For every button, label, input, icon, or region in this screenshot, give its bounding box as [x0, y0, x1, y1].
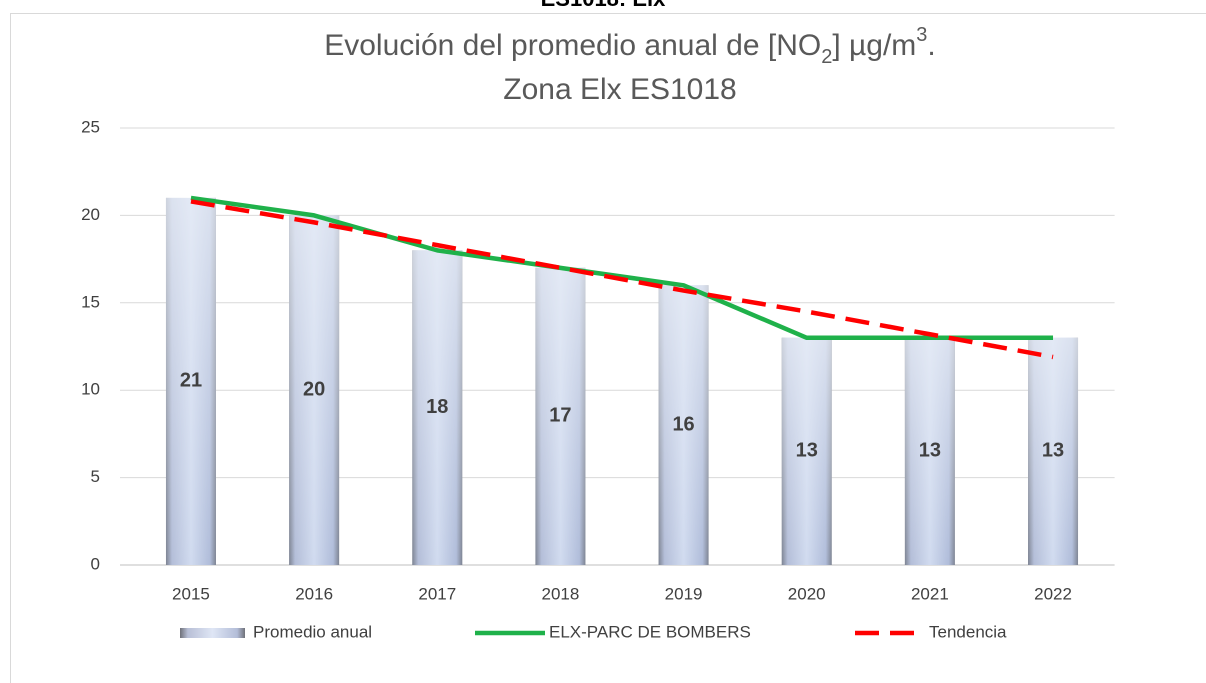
y-tick-label: 25 — [81, 117, 100, 136]
x-tick-label: 2015 — [172, 584, 210, 603]
chart-title: Evolución del promedio anual de [NO2] µg… — [324, 24, 936, 68]
title-part: Evolución del promedio anual de [NO — [324, 29, 821, 62]
x-tick-label: 2016 — [295, 584, 333, 603]
data-label: 13 — [919, 440, 941, 462]
bar-shade — [289, 215, 340, 565]
bar-tint — [658, 285, 709, 565]
chart-title: Zona Elx ES1018 — [503, 73, 736, 106]
x-tick-label: 2018 — [542, 584, 580, 603]
bar-shade — [535, 267, 586, 565]
line — [190, 195, 1054, 341]
bar-tint — [412, 250, 463, 566]
bar-tint — [289, 215, 340, 565]
y-tick-label: 20 — [81, 205, 100, 224]
chart-border — [10, 13, 1206, 683]
y-tick-label: 15 — [81, 292, 100, 311]
bar-shade — [904, 337, 955, 565]
bar-tint — [904, 337, 955, 565]
bar-shade — [412, 250, 463, 566]
x-tick-label: 2017 — [418, 584, 456, 603]
title-part: 2 — [821, 46, 832, 68]
bar-shade — [165, 197, 216, 566]
legend-label: Promedio anual — [253, 622, 372, 641]
bar-shade — [781, 337, 832, 565]
bar-tint — [535, 267, 586, 565]
data-label: 13 — [796, 440, 818, 462]
data-label: 16 — [672, 413, 694, 435]
x-tick-label: 2021 — [911, 584, 949, 603]
data-label: 21 — [180, 370, 202, 392]
header: ES1018: Elx — [541, 0, 667, 11]
x-tick-label: 2022 — [1034, 584, 1072, 603]
data-label: 20 — [303, 378, 325, 400]
title-part: 3 — [916, 24, 927, 46]
legend-swatch — [180, 628, 245, 638]
y-tick-label: 5 — [91, 467, 100, 486]
bar-tint — [165, 197, 216, 566]
bar-tint — [1028, 337, 1079, 565]
bar-tint — [781, 337, 832, 565]
y-tick-label: 10 — [81, 380, 100, 399]
bar-shade — [1028, 337, 1079, 565]
data-label: 17 — [549, 405, 571, 427]
x-tick-label: 2020 — [788, 584, 826, 603]
line — [190, 199, 1054, 360]
bar-shade — [658, 285, 709, 565]
x-tick-label: 2019 — [665, 584, 703, 603]
legend-label: ELX-PARC DE BOMBERS — [549, 622, 751, 641]
data-label: 13 — [1042, 440, 1064, 462]
data-label: 18 — [426, 396, 448, 418]
title-part: ] µg/m — [832, 29, 916, 62]
legend-label: Tendencia — [929, 622, 1007, 641]
y-tick-label: 0 — [91, 554, 100, 573]
title-part: . — [927, 29, 935, 62]
